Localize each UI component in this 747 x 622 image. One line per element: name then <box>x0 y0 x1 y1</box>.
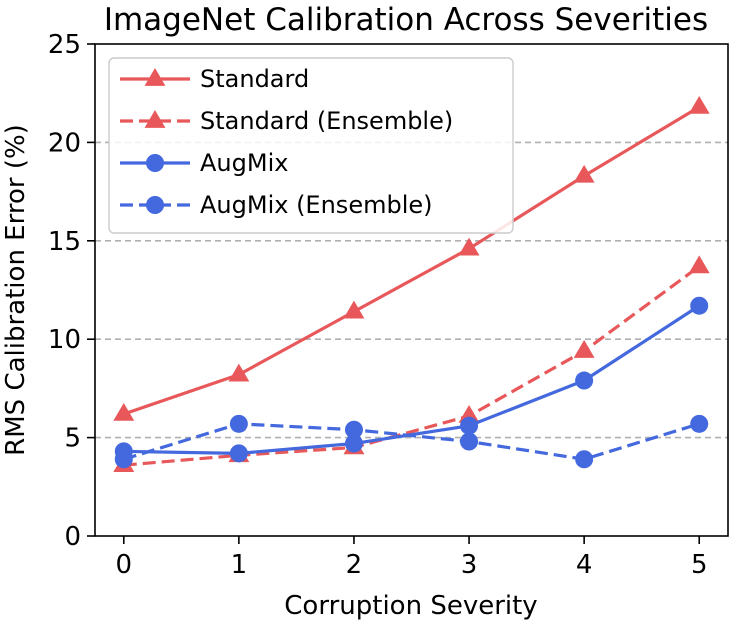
axis-ticks: 0 5 10 15 20 25 0 1 2 3 4 5 <box>48 30 708 580</box>
x-tick-label-3: 3 <box>461 550 478 580</box>
y-tick-label-5: 5 <box>64 424 81 454</box>
data-point-s1-x4 <box>573 340 595 358</box>
data-point-s3-x1 <box>229 414 248 433</box>
legend-label-3: AugMix (Ensemble) <box>200 191 433 219</box>
data-point-s2-x5 <box>690 296 709 315</box>
y-tick-label-20: 20 <box>48 128 81 158</box>
data-point-s0-x3 <box>458 237 480 256</box>
y-tick-label-25: 25 <box>48 30 81 60</box>
legend: Standard Standard (Ensemble) AugMix AugMix … <box>108 57 514 234</box>
legend-item-3: AugMix (Ensemble) <box>120 191 433 219</box>
data-point-s3-x2 <box>344 420 363 439</box>
series-0 <box>113 95 710 421</box>
data-point-s3-x4 <box>575 450 594 469</box>
data-point-s3-x3 <box>460 432 479 451</box>
y-tick-label-15: 15 <box>48 227 81 257</box>
data-point-s3-x0 <box>114 450 133 469</box>
series-line-1 <box>123 265 701 467</box>
x-tick-label-1: 1 <box>231 550 248 580</box>
data-point-s2-x3 <box>460 416 479 435</box>
legend-marker-0 <box>144 68 166 86</box>
y-tick-label-0: 0 <box>64 522 81 552</box>
legend-label-0: Standard <box>200 65 309 93</box>
data-point-s0-x4 <box>573 164 595 183</box>
series-line-3 <box>123 422 700 461</box>
series-line-0 <box>123 105 701 416</box>
x-tick-label-2: 2 <box>346 550 363 580</box>
legend-label-1: Standard (Ensemble) <box>200 107 453 135</box>
y-tick-label-10: 10 <box>48 325 81 355</box>
data-point-s0-x1 <box>228 363 250 382</box>
series-3 <box>114 414 709 469</box>
data-point-s2-x1 <box>229 444 248 463</box>
data-point-s0-x0 <box>113 402 135 421</box>
legend-marker-1 <box>144 110 166 128</box>
chart-title: ImageNet Calibration Across Severities <box>104 2 708 38</box>
data-point-s3-x5 <box>690 414 709 433</box>
data-point-s2-x2 <box>344 434 363 453</box>
x-tick-label-4: 4 <box>576 550 593 580</box>
legend-box <box>108 57 514 234</box>
data-point-s1-x3 <box>458 404 480 423</box>
legend-item-1: Standard (Ensemble) <box>120 107 453 135</box>
y-axis-title: RMS Calibration Error (%) <box>1 124 31 456</box>
legend-item-2: AugMix <box>120 149 288 177</box>
data-point-s0-x2 <box>343 300 365 319</box>
legend-marker-2 <box>146 154 164 172</box>
legend-marker-3 <box>146 196 164 214</box>
series-1 <box>113 255 710 472</box>
legend-item-0: Standard <box>120 65 309 93</box>
plot-frame <box>94 43 729 537</box>
legend-label-2: AugMix <box>200 149 288 177</box>
x-tick-label-0: 0 <box>115 550 132 580</box>
x-axis-title: Corruption Severity <box>284 591 537 621</box>
series-layer <box>113 95 710 472</box>
data-point-s2-x4 <box>575 371 594 390</box>
data-point-s0-x5 <box>688 95 710 114</box>
data-point-s1-x5 <box>688 255 710 274</box>
x-tick-label-5: 5 <box>691 550 708 580</box>
